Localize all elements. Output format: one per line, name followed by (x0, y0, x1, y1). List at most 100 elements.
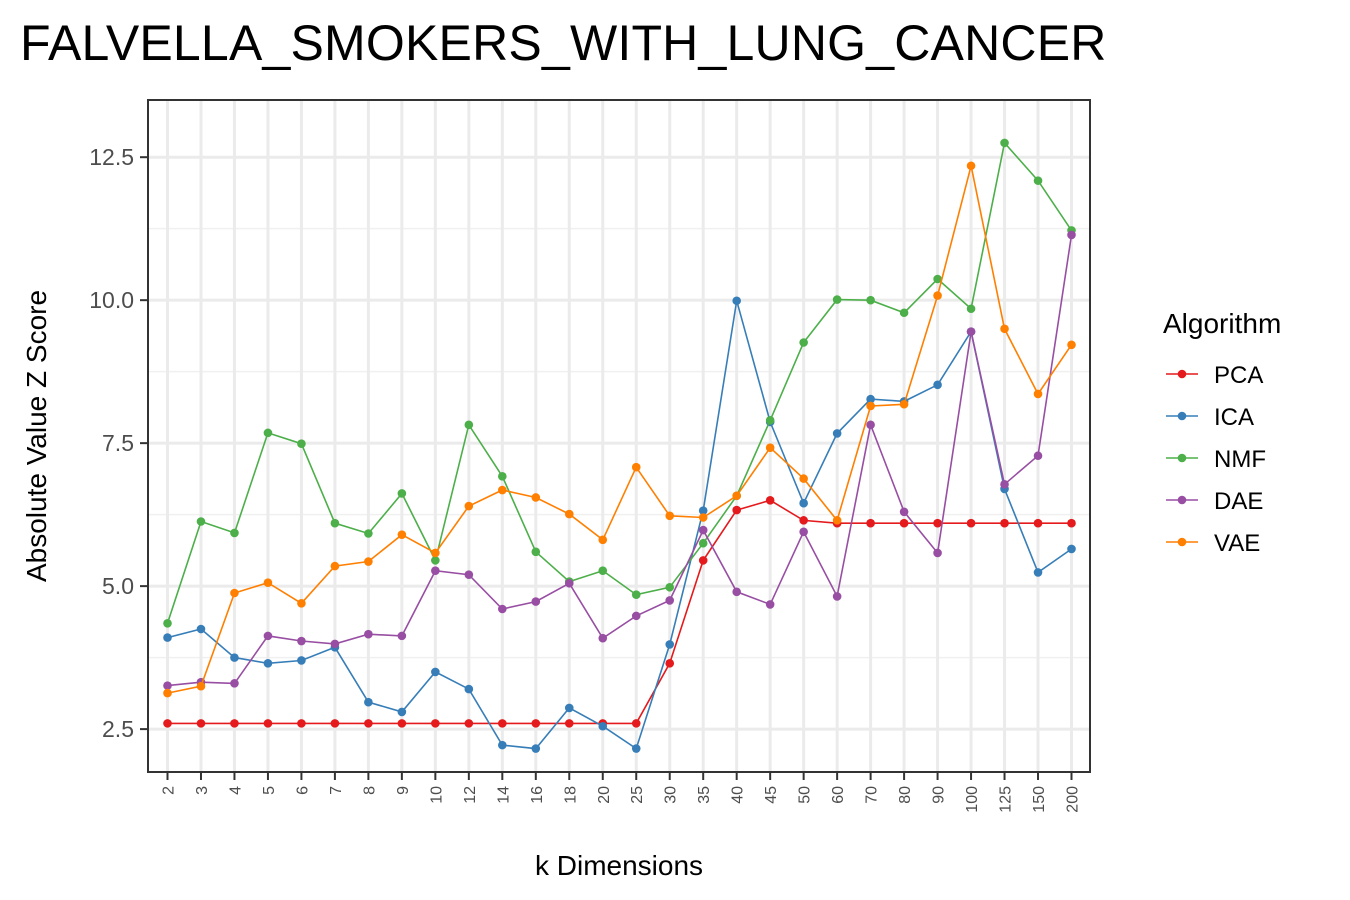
dae-legend-label: DAE (1214, 488, 1263, 515)
y-axis: 2.5 5.0 7.5 10.0 12.5 (89, 144, 148, 742)
vae-point (665, 511, 675, 521)
nmf-point (765, 415, 775, 425)
vae-point (1067, 340, 1076, 350)
ica-point (163, 633, 172, 642)
vae-point (598, 535, 608, 545)
nmf-point (263, 428, 273, 438)
vae-legend-swatch (1177, 537, 1187, 547)
vae-point (866, 401, 875, 411)
vae-point (263, 578, 273, 587)
legend-title: Algorithm (1163, 308, 1281, 339)
ica-point (230, 653, 239, 662)
nmf-point (799, 338, 808, 347)
vae-series-line (167, 165, 1073, 694)
dae-point (866, 420, 875, 430)
pca-point (799, 516, 808, 525)
x-tick-label: 14 (495, 786, 512, 804)
nmf-point (899, 308, 909, 318)
pca-point (364, 719, 373, 728)
dae-point (498, 604, 507, 614)
dae-point (564, 578, 574, 588)
vae-point (431, 548, 440, 558)
x-tick-label: 90 (931, 786, 948, 804)
pca-point (966, 518, 976, 528)
ica-series-line (167, 300, 1072, 750)
nmf-point (330, 518, 340, 528)
dae-point (230, 679, 239, 688)
nmf-point (966, 304, 976, 314)
nmf-point (498, 472, 507, 481)
vae-point (1000, 324, 1009, 334)
nmf-point (1033, 176, 1043, 185)
nmf-point (598, 566, 608, 575)
nmf-point (297, 439, 306, 449)
nmf-point (230, 528, 239, 538)
vae-point (799, 474, 808, 483)
dae-point (163, 681, 172, 690)
vae-point (899, 399, 909, 409)
dae-point (698, 525, 708, 535)
dae-point (397, 631, 407, 641)
pca-point (631, 719, 641, 728)
pca-point (498, 719, 507, 728)
dae-point (431, 566, 440, 575)
vae-point (464, 501, 474, 511)
dae-point (665, 596, 675, 605)
pca-point (230, 719, 239, 728)
x-tick-label: 18 (562, 786, 579, 804)
vae-point (196, 681, 206, 691)
nmf-point (866, 295, 875, 305)
pca-point (464, 719, 474, 728)
vae-point (1033, 389, 1043, 399)
pca-point (564, 719, 574, 728)
dae-point (933, 548, 942, 558)
vae-point (297, 598, 306, 608)
ica-point (397, 707, 407, 717)
vae-point (832, 516, 842, 525)
vae-point (397, 530, 407, 539)
x-tick-label: 150 (1031, 786, 1048, 813)
nmf-point (397, 489, 407, 498)
x-tick-label: 20 (596, 786, 613, 804)
nmf-point (196, 517, 206, 526)
chart-title: FALVELLA_SMOKERS_WITH_LUNG_CANCER (20, 15, 1107, 71)
dae-point (799, 527, 808, 537)
vae-point (163, 688, 172, 698)
dae-point (631, 611, 641, 621)
pca-point (1067, 518, 1076, 528)
ica-point (631, 744, 641, 753)
x-tick-label: 5 (261, 786, 278, 795)
dae-point (1067, 230, 1076, 240)
x-tick-label: 35 (696, 786, 713, 804)
pca-point (732, 505, 741, 515)
nmf-legend-swatch (1177, 453, 1187, 463)
nmf-point (531, 547, 541, 557)
ica-legend-label: ICA (1214, 404, 1254, 431)
pca-point (765, 496, 775, 505)
ica-point (531, 744, 541, 753)
x-tick-label: 12 (462, 786, 479, 804)
dae-point (765, 600, 775, 609)
nmf-point (364, 529, 373, 538)
x-tick-label: 50 (797, 786, 814, 804)
ica-point (431, 667, 440, 677)
pca-point (899, 518, 909, 528)
pca-point (698, 556, 708, 565)
pca-point (531, 719, 541, 728)
x-tick-label: 80 (897, 786, 914, 804)
ica-point (196, 624, 206, 634)
dae-point (464, 570, 474, 579)
y-tick-label: 7.5 (102, 430, 134, 456)
pca-series-line (167, 499, 1072, 725)
x-axis: 2 3 4 5 6 7 8 9 10 12 14 16 18 20 25 30 35 40 45 50 60 70 80 90… (161, 772, 1082, 813)
ica-point (732, 296, 741, 306)
ica-point (866, 394, 875, 404)
dae-point (899, 507, 909, 517)
dae-point (732, 587, 741, 597)
vae-point (698, 513, 708, 522)
dae-point (531, 597, 541, 606)
ica-point (364, 697, 373, 707)
dae-point (598, 633, 608, 643)
ica-point (564, 703, 574, 713)
